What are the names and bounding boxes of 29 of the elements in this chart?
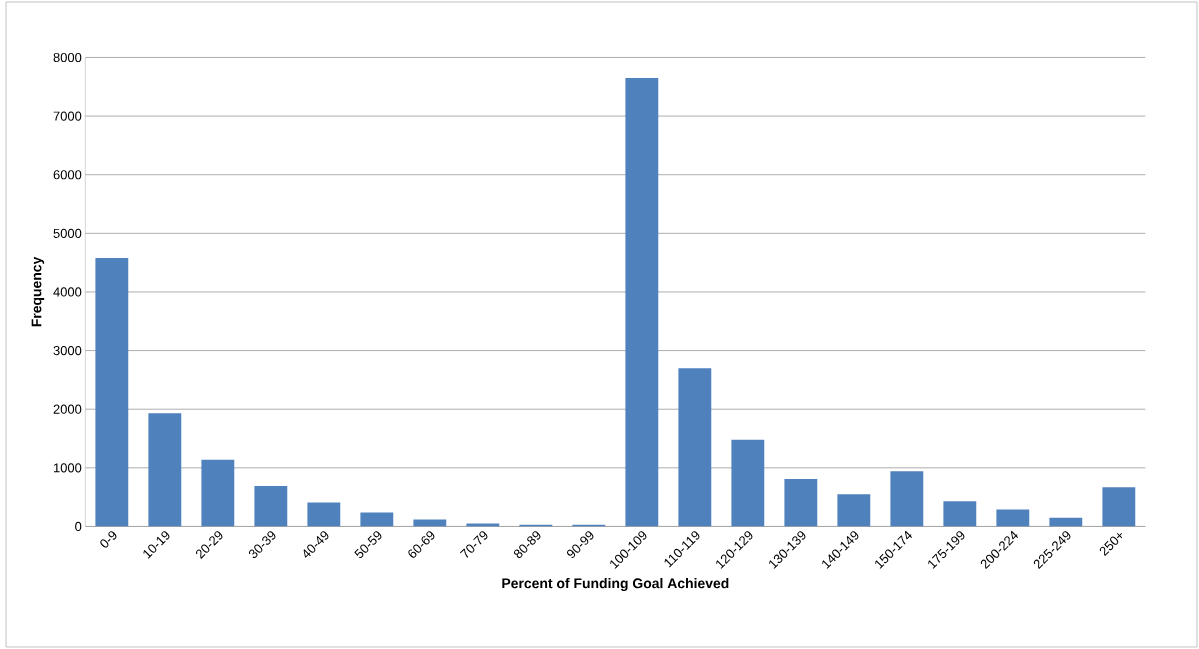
y-tick-label: 3000 [53,346,82,356]
x-axis-title: Percent of Funding Goal Achieved [502,578,729,592]
y-tick-label: 8000 [53,52,82,63]
y-tick-label: 7000 [53,111,82,121]
bar [996,509,1030,527]
bar [254,486,288,527]
y-tick-label: 1000 [53,463,82,473]
y-axis-title: Frequency [31,256,45,327]
bar [1102,487,1136,527]
y-tick-label: 2000 [53,404,82,414]
y-tick-label: 6000 [53,170,82,180]
bar [625,77,659,527]
bar [307,502,341,527]
bar [413,519,447,527]
x-tick-label: 0-9 [100,531,117,548]
bar [1049,517,1083,527]
bar [201,459,235,527]
bar [678,368,712,527]
bar [148,413,182,527]
bar [360,512,394,527]
bar [784,478,818,527]
bar [943,501,977,527]
bar [837,494,871,527]
bar [890,471,924,527]
bar [95,257,129,527]
y-tick-label: 5000 [53,228,82,238]
y-tick-label: 0 [75,521,82,532]
y-tick-label: 4000 [53,287,82,297]
bar [731,439,765,527]
